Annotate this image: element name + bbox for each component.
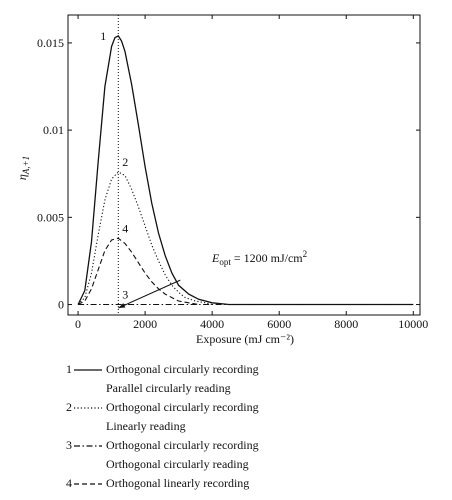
y-tick-label: 0.015 xyxy=(37,36,64,50)
x-tick-label: 6000 xyxy=(267,317,291,331)
y-tick-label: 0.005 xyxy=(37,210,64,224)
y-tick-label: 0 xyxy=(58,298,64,312)
curve-label-1: 1 xyxy=(100,29,106,43)
legend: 1 Orthogonal circularly recording Parall… xyxy=(0,358,452,500)
legend-item-1: 1 Orthogonal circularly recording Parall… xyxy=(0,362,452,395)
legend-text-line: Orthogonal circularly recording xyxy=(106,362,259,376)
legend-text-line: Parallel circularly reading xyxy=(106,381,231,395)
curve-label-4: 4 xyxy=(122,221,128,235)
legend-swatch-dashdot xyxy=(74,445,102,447)
y-tick-label: 0.01 xyxy=(43,123,64,137)
legend-number: 2 xyxy=(66,400,72,414)
series-line-2 xyxy=(77,171,213,306)
y-axis-label: ηA,+1 xyxy=(15,156,31,180)
legend-swatch-dashed xyxy=(74,483,102,485)
legend-swatch-dotted xyxy=(74,407,102,409)
x-tick-label: 10000 xyxy=(398,317,428,331)
y-axis-label-sub: A,+1 xyxy=(21,156,31,175)
x-axis-label: Exposure (mJ cm⁻²) xyxy=(196,332,294,346)
x-tick-label: 4000 xyxy=(200,317,224,331)
legend-item-3: 3 Orthogonal circularly recording Orthog… xyxy=(0,438,452,471)
legend-text-line: Orthogonal circularly recording xyxy=(106,438,259,452)
legend-number: 1 xyxy=(66,362,72,376)
legend-swatch-solid xyxy=(74,369,102,371)
legend-text-line: Orthogonal circularly recording xyxy=(106,400,259,414)
x-tick-label: 0 xyxy=(75,317,81,331)
annotation-eopt-sup: 2 xyxy=(303,249,308,259)
legend-item-4: 4 Orthogonal linearly recording xyxy=(0,476,452,493)
legend-text-line: Linearly reading xyxy=(106,419,186,433)
plot-frame xyxy=(67,14,421,316)
annotation-eopt-sub: opt xyxy=(219,257,231,267)
annotation-arrow-head xyxy=(118,303,126,308)
curve-label-2: 2 xyxy=(122,155,128,169)
x-tick-label: 2000 xyxy=(133,317,157,331)
legend-text-line: Orthogonal circularly reading xyxy=(106,457,249,471)
annotation-eopt-mid: = 1200 mJ/cm xyxy=(231,251,303,265)
series-line-1 xyxy=(77,35,414,306)
annotation-eopt-prefix: E xyxy=(211,251,220,265)
annotation-arrow-line xyxy=(118,279,181,309)
legend-text-line: Orthogonal linearly recording xyxy=(106,476,250,490)
x-tick-label: 8000 xyxy=(334,317,358,331)
annotation-eopt: Eopt = 1200 mJ/cm2 xyxy=(211,249,307,267)
curve-label-3: 3 xyxy=(122,288,128,302)
y-axis-label-main: η xyxy=(15,174,29,180)
legend-number: 3 xyxy=(66,438,72,452)
legend-number: 4 xyxy=(66,476,72,490)
series-line-4 xyxy=(77,237,199,306)
legend-item-2: 2 Orthogonal circularly recording Linear… xyxy=(0,400,452,433)
